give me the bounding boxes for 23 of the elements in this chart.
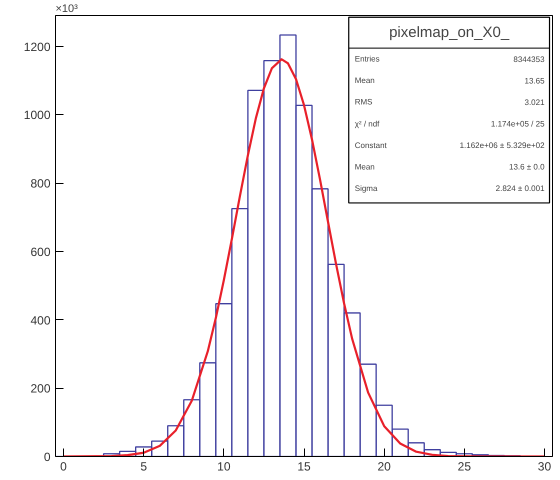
x-tick-label: 5: [140, 460, 148, 474]
text: Entries 8344353: [354, 54, 545, 64]
text: ×10³: [56, 3, 78, 15]
x-tick-label: 25: [458, 460, 472, 474]
x-tick-label: 20: [377, 460, 392, 474]
y-tick-label: 400: [30, 313, 51, 328]
x-tick-label: 0: [60, 460, 68, 474]
x-tick-label: 30: [538, 460, 552, 474]
y-tick-label: 1000: [24, 108, 51, 122]
text: RMS 3.021: [354, 98, 545, 108]
text: Mean 13.6 ± 0.0: [354, 162, 545, 172]
text: χ² / ndf 1.174e+05 / 25: [354, 119, 545, 128]
text: Sigma 2.824 ± 0.001: [354, 184, 545, 194]
text: Constant 1.162e+06 ± 5.329e+02: [354, 140, 545, 150]
y-tick-label: 1200: [24, 40, 51, 54]
annotation: pixelmap_on_X0_: [389, 24, 510, 42]
y-tick-label: 0: [44, 450, 51, 464]
x-tick-label: 10: [217, 460, 231, 474]
text: Mean 13.65: [354, 76, 545, 86]
y-tick-label: 600: [30, 244, 51, 259]
y-tick-label: 200: [30, 382, 51, 396]
y-tick-label: 800: [30, 176, 51, 191]
x-tick-label: 15: [297, 460, 311, 474]
